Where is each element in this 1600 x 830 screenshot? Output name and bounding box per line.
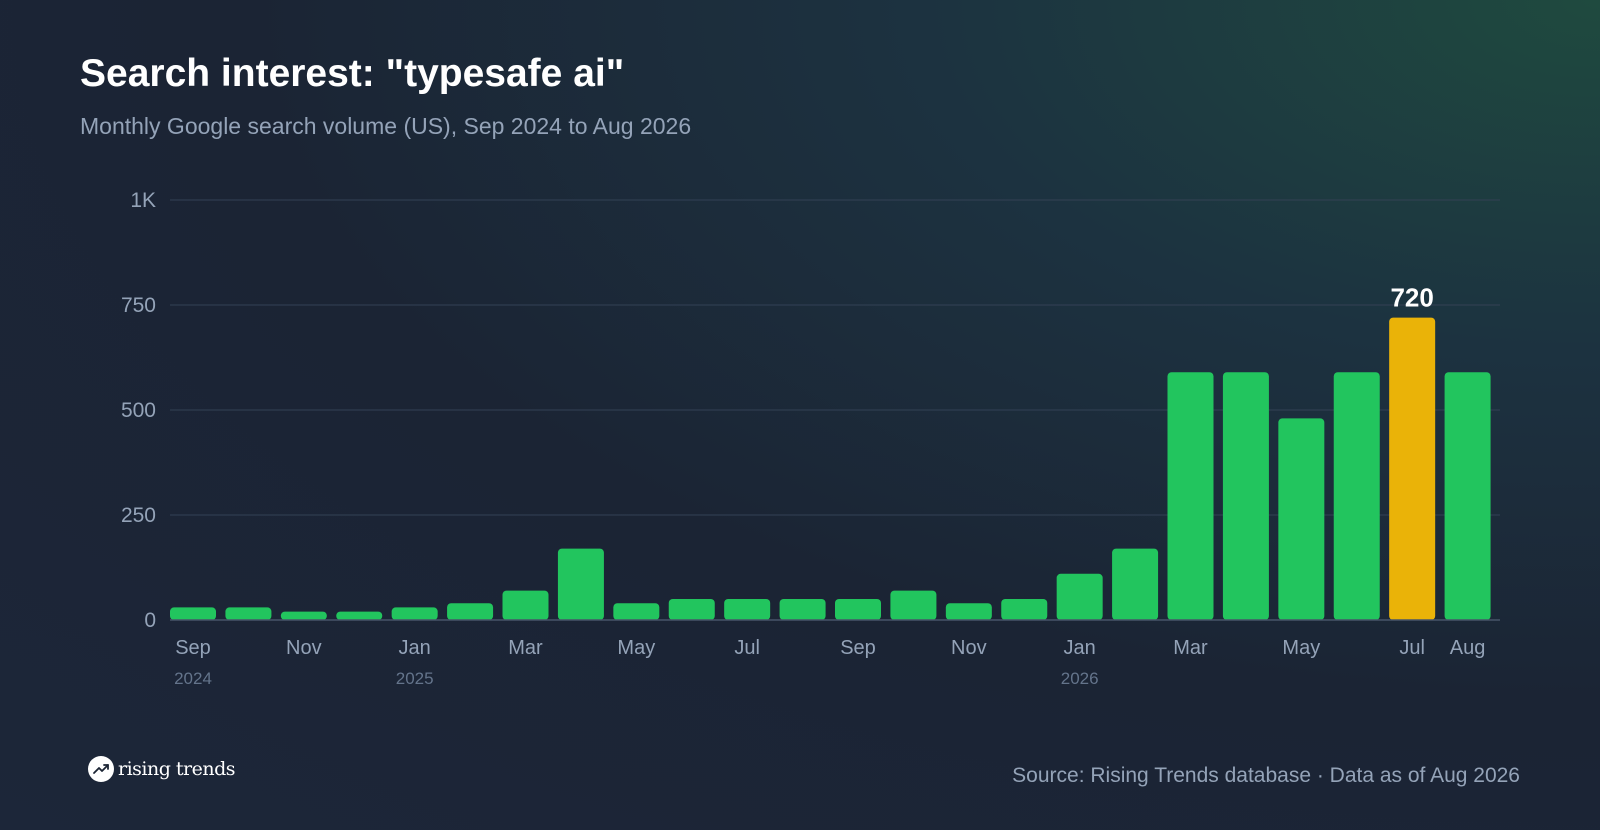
brand-name: rising trends bbox=[118, 758, 236, 780]
bar bbox=[835, 599, 881, 620]
bar bbox=[724, 599, 771, 620]
bar bbox=[779, 599, 826, 620]
x-tick-label: May bbox=[617, 637, 655, 659]
x-tick-year-label: 2024 bbox=[174, 669, 212, 688]
x-tick-label: Jan bbox=[1064, 637, 1096, 659]
bar bbox=[502, 590, 549, 620]
bar bbox=[557, 548, 604, 620]
bar bbox=[1001, 599, 1048, 620]
y-tick-label: 0 bbox=[144, 609, 156, 632]
bar bbox=[447, 603, 494, 620]
bar bbox=[890, 590, 937, 620]
bar bbox=[336, 611, 383, 620]
x-tick-label: Sep bbox=[175, 637, 211, 659]
trending-up-icon bbox=[88, 756, 114, 782]
x-tick-label: Sep bbox=[840, 637, 876, 659]
x-tick-year-label: 2025 bbox=[396, 669, 434, 688]
bar bbox=[1278, 418, 1325, 620]
bar bbox=[613, 603, 660, 620]
highlight-value-label: 720 bbox=[1390, 283, 1433, 313]
bar bbox=[1112, 548, 1159, 620]
y-tick-label: 250 bbox=[121, 504, 156, 527]
chart-subtitle: Monthly Google search volume (US), Sep 2… bbox=[80, 113, 692, 139]
bar bbox=[391, 607, 438, 620]
x-tick-year-label: 2026 bbox=[1061, 669, 1099, 688]
source-note: Source: Rising Trends database · Data as… bbox=[1012, 764, 1520, 787]
x-tick-label: Mar bbox=[1173, 637, 1208, 659]
highlighted-bar bbox=[1389, 317, 1436, 620]
x-tick-label: Nov bbox=[951, 637, 987, 659]
bar bbox=[280, 611, 327, 620]
x-tick-label: Mar bbox=[508, 637, 543, 659]
y-tick-label: 500 bbox=[121, 399, 156, 422]
bar bbox=[1333, 372, 1380, 620]
bar bbox=[225, 607, 272, 620]
x-tick-label: Nov bbox=[286, 637, 322, 659]
x-tick-label: Jul bbox=[734, 637, 760, 659]
bar bbox=[945, 603, 992, 620]
x-tick-label: Aug bbox=[1450, 637, 1486, 659]
bar bbox=[170, 607, 216, 620]
brand-logo: rising trends bbox=[88, 756, 236, 782]
y-tick-label: 1K bbox=[130, 189, 156, 212]
bar-chart: 0 250 500 750 1K 720 Sep 2024 Nov Jan 2025 Mar May Ju… bbox=[121, 189, 1500, 688]
chart-title: Search interest: "typesafe ai" bbox=[80, 52, 625, 95]
y-tick-label: 750 bbox=[121, 294, 156, 317]
bar bbox=[1167, 372, 1214, 620]
bar bbox=[1444, 372, 1491, 620]
x-tick-label: Jan bbox=[399, 637, 431, 659]
bar bbox=[1056, 573, 1103, 620]
x-tick-label: Jul bbox=[1399, 637, 1425, 659]
bar bbox=[668, 599, 715, 620]
bar bbox=[1222, 372, 1269, 620]
x-tick-label: May bbox=[1282, 637, 1320, 659]
